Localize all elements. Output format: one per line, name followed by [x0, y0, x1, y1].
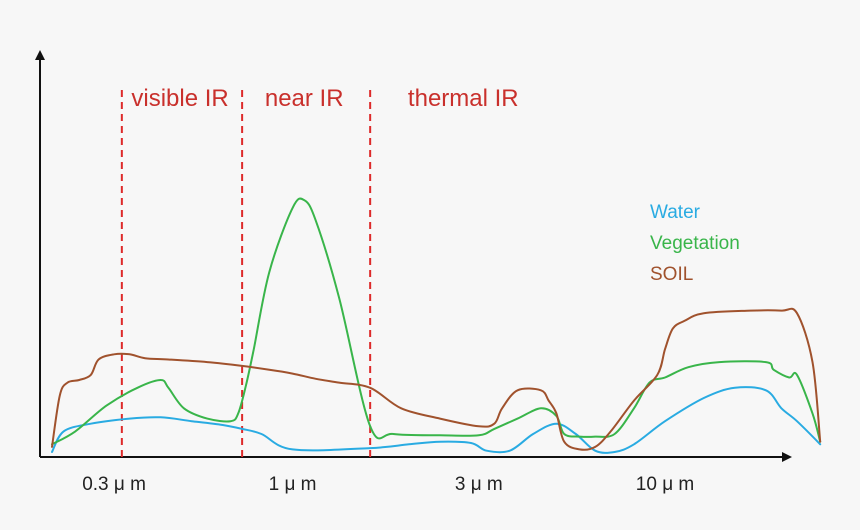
x-tick-label-2: 3 μ m	[455, 474, 503, 495]
series-line-vegetation	[51, 197, 822, 446]
legend-entry-soil: SOIL	[650, 264, 693, 285]
x-tick-label-0: 0.3 μ m	[82, 474, 146, 495]
legend-entry-water: Water	[650, 202, 701, 223]
region-label-0: visible IR	[131, 85, 228, 112]
region-label-1: near IR	[265, 85, 344, 112]
region-label-2: thermal IR	[408, 85, 519, 112]
x-tick-label-1: 1 μ m	[269, 474, 317, 495]
series-line-soil	[51, 307, 822, 451]
x-tick-label-3: 10 μ m	[636, 474, 694, 495]
legend-entry-vegetation: Vegetation	[650, 233, 740, 254]
series-line-water	[51, 386, 822, 454]
